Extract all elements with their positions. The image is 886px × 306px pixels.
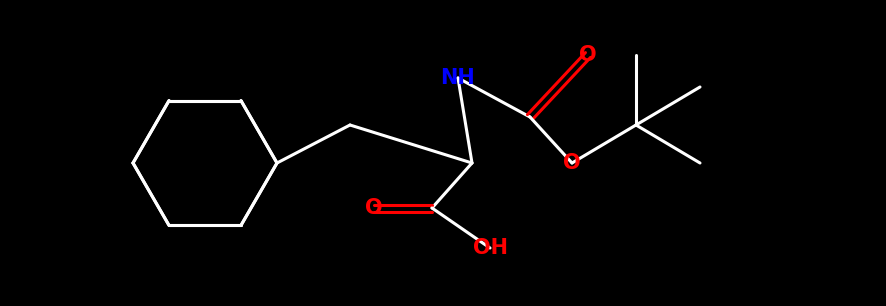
Text: OH: OH [472, 238, 508, 258]
Text: O: O [579, 45, 597, 65]
Text: O: O [563, 153, 581, 173]
Text: O: O [365, 198, 383, 218]
Text: NH: NH [440, 68, 476, 88]
